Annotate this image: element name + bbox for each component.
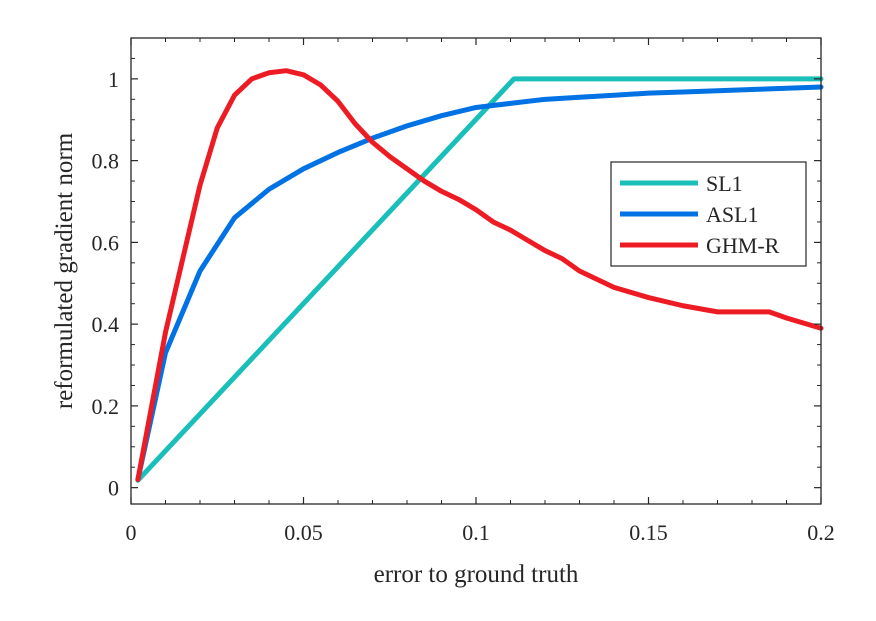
x-tick-label: 0.2 (807, 520, 835, 545)
legend-label-ghm-r: GHM-R (706, 233, 780, 258)
series-line-sl1 (135, 76, 824, 483)
y-tick-label: 0 (108, 476, 119, 501)
y-tick-label: 0.2 (92, 394, 120, 419)
y-tick-label: 1 (108, 67, 119, 92)
x-tick-label: 0.1 (462, 520, 490, 545)
y-tick-label: 0.4 (92, 312, 120, 337)
y-tick-label: 0.6 (92, 230, 120, 255)
plot-area (131, 38, 821, 504)
y-axis-label: reformulated gradient norm (51, 132, 78, 409)
x-tick-label: 0.15 (629, 520, 668, 545)
legend-label-sl1: SL1 (706, 171, 743, 196)
series-line-ghm-r (135, 68, 824, 482)
series-layer (135, 68, 824, 483)
y-tick-label: 0.8 (92, 149, 120, 174)
ticks-layer: 0 0.05 0.1 0.15 0.2 0 0.2 0.4 0.6 0.8 1 (92, 38, 835, 545)
x-axis-label: error to ground truth (374, 561, 579, 588)
x-tick-label: 0 (126, 520, 137, 545)
x-tick-label: 0.05 (284, 520, 323, 545)
legend-label-asl1: ASL1 (706, 202, 759, 227)
legend: SL1 ASL1 GHM-R (610, 161, 807, 267)
series-line-asl1 (135, 84, 824, 482)
